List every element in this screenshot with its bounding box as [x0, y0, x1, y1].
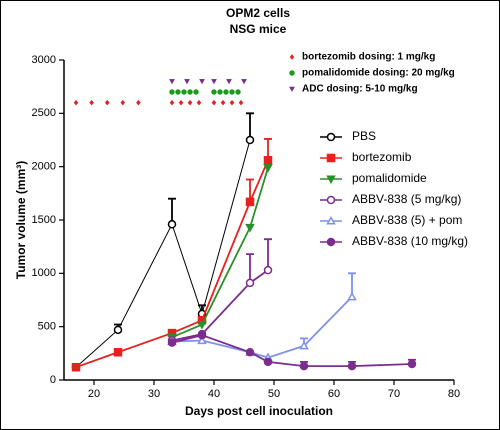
x-tick-label: 30: [148, 388, 160, 400]
dosing-marker: [238, 99, 244, 106]
error-bar: [246, 253, 254, 283]
error-bar: [168, 197, 176, 225]
dosing-marker: [187, 89, 193, 95]
dosing-marker: [136, 99, 141, 106]
data-point: [167, 338, 177, 347]
data-point: [263, 265, 273, 275]
data-point: [263, 357, 273, 367]
legend-label: bortezomib: [352, 150, 412, 164]
dosing-legend-label: pomalidomide dosing: 20 mg/kg: [302, 68, 455, 79]
x-tick-label: 40: [208, 388, 220, 400]
data-point: [167, 220, 177, 229]
legend-marker: [326, 195, 336, 205]
legend-label: pomalidomide: [352, 171, 427, 185]
data-point: [299, 361, 309, 371]
dosing-marker: [187, 99, 193, 106]
legend-marker: [326, 153, 336, 163]
dosing-marker: [89, 99, 94, 106]
data-point: [197, 330, 207, 340]
data-point: [299, 340, 309, 350]
dosing-marker: [169, 89, 175, 95]
dosing-marker: [175, 89, 181, 95]
y-tick-label: 3000: [32, 54, 56, 66]
data-point: [71, 362, 81, 372]
dosing-marker: [178, 99, 184, 106]
legend-label: ABBV-838 (10 mg/kg): [352, 234, 468, 248]
data-point: [113, 348, 123, 357]
legend-marker: [326, 237, 336, 247]
dosing-marker: [169, 99, 175, 106]
x-tick-label: 70: [388, 388, 400, 400]
y-tick-label: 1500: [32, 214, 56, 226]
data-point: [113, 325, 123, 335]
data-point: [245, 278, 255, 288]
series-line: [75, 159, 269, 369]
dosing-legend-marker: [289, 54, 295, 60]
data-point: [347, 291, 357, 301]
y-tick-label: 2500: [32, 107, 56, 119]
dosing-marker: [229, 99, 235, 106]
x-tick-label: 20: [88, 388, 100, 400]
y-tick-label: 500: [38, 321, 56, 333]
data-point: [197, 320, 207, 330]
data-point: [245, 348, 255, 357]
legend-marker: [326, 132, 336, 142]
dosing-marker: [235, 89, 241, 95]
data-point: [347, 361, 357, 371]
x-tick-label: 50: [268, 388, 280, 400]
legend-marker: [326, 215, 336, 225]
dosing-marker: [169, 79, 175, 85]
dosing-marker: [217, 89, 223, 95]
data-point: [407, 359, 417, 369]
dosing-marker: [229, 89, 235, 95]
dosing-marker: [220, 99, 226, 106]
dosing-marker: [223, 89, 229, 95]
data-point: [245, 135, 255, 145]
data-point: [263, 164, 273, 173]
dosing-marker: [196, 99, 202, 106]
dosing-legend-marker: [289, 70, 295, 76]
dosing-marker: [184, 79, 190, 85]
y-axis-label: Tumor volume (mm³): [14, 161, 28, 279]
dosing-marker: [193, 89, 199, 95]
dosing-legend-marker: [289, 86, 295, 93]
chart-subtitle: NSG mice: [230, 22, 287, 36]
dosing-marker: [226, 79, 232, 85]
series-line: [171, 167, 269, 339]
error-bar: [264, 238, 272, 271]
data-point: [245, 197, 255, 207]
y-tick-label: 0: [50, 374, 56, 386]
y-tick-label: 1000: [32, 267, 56, 279]
legend-label: ABBV-838 (5) + pom: [352, 213, 462, 227]
dosing-marker: [211, 99, 217, 106]
y-tick-label: 2000: [32, 161, 56, 173]
legend-marker: [326, 175, 336, 185]
dosing-marker: [104, 99, 110, 106]
dosing-marker: [211, 89, 217, 95]
dosing-legend-label: bortezomib dosing: 1 mg/kg: [302, 52, 435, 63]
data-point: [263, 156, 273, 165]
chart-title: OPM2 cells: [226, 6, 290, 20]
error-bar: [246, 112, 254, 140]
dosing-marker: [211, 79, 217, 85]
x-tick-label: 80: [448, 388, 460, 400]
data-point: [197, 335, 207, 345]
dosing-marker: [241, 79, 247, 85]
legend-label: PBS: [352, 129, 376, 143]
legend-label: ABBV-838 (5 mg/kg): [352, 192, 461, 206]
dosing-marker: [199, 79, 205, 85]
series-line: [171, 296, 353, 359]
series-line: [171, 269, 269, 342]
dosing-marker: [181, 89, 187, 95]
dosing-marker: [73, 99, 79, 106]
dosing-marker: [120, 99, 126, 106]
series-line: [75, 139, 251, 368]
dosing-legend-label: ADC dosing: 5-10 mg/kg: [302, 84, 418, 95]
x-axis-label: Days post cell inoculation: [185, 404, 333, 418]
x-tick-label: 60: [328, 388, 340, 400]
data-point: [245, 223, 255, 233]
